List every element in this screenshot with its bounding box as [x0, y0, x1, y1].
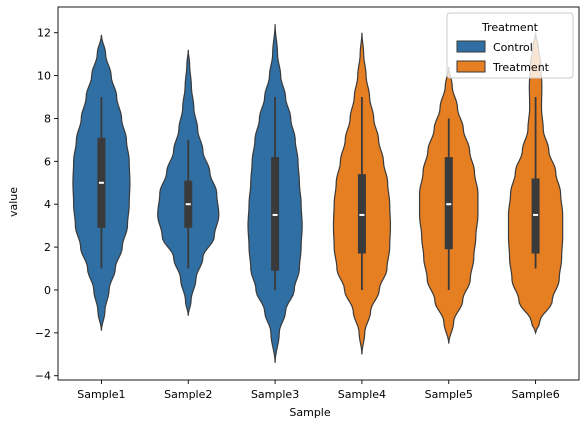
y-axis-label: value	[7, 187, 20, 217]
y-axis: −4 −2 0 2 4 6 8 10 12	[35, 27, 58, 383]
plot-frame	[57, 6, 580, 381]
x-tick-label: Sample6	[511, 388, 559, 401]
iqr-box	[531, 178, 540, 254]
x-tick-label: Sample3	[251, 388, 299, 401]
x-tick-label: Sample4	[338, 388, 386, 401]
x-axis-label: Sample	[289, 406, 330, 419]
iqr-box	[357, 174, 366, 254]
x-tick-label: Sample5	[425, 388, 473, 401]
plot-area	[57, 6, 580, 381]
y-tick-label: 12	[37, 27, 51, 40]
legend-label-control: Control	[493, 41, 533, 54]
y-tick-label: 2	[44, 241, 51, 254]
legend: Treatment Control Treatment	[446, 12, 574, 79]
x-tick-label: Sample2	[164, 388, 212, 401]
y-tick-label: 4	[44, 198, 51, 211]
x-axis: Sample1 Sample2 Sample3 Sample4 Sample5 Sampl…	[77, 380, 560, 401]
iqr-box	[444, 157, 453, 250]
x-tick-label: Sample1	[77, 388, 125, 401]
legend-title: Treatment	[481, 21, 539, 34]
iqr-box	[271, 157, 280, 271]
legend-label-treatment: Treatment	[492, 61, 550, 74]
y-tick-label: −4	[35, 370, 51, 383]
y-tick-label: 6	[44, 155, 51, 168]
legend-swatch-treatment	[456, 60, 486, 73]
y-tick-label: 0	[44, 284, 51, 297]
y-tick-label: 8	[44, 112, 51, 125]
y-tick-label: −2	[35, 327, 51, 340]
y-tick-label: 10	[37, 70, 51, 83]
legend-swatch-control	[456, 40, 486, 53]
